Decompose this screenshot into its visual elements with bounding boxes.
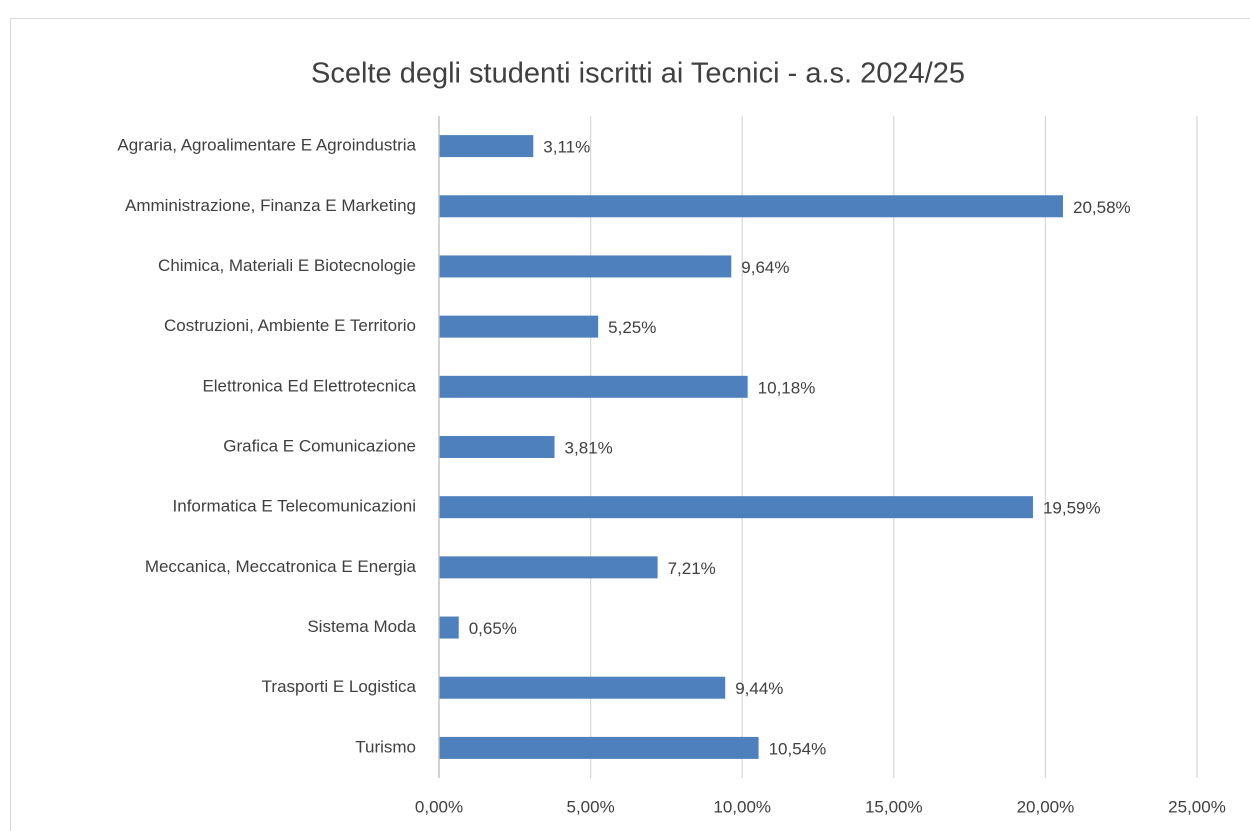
data-label: 10,18%	[758, 378, 816, 397]
bar	[439, 616, 459, 639]
bar	[439, 676, 726, 699]
y-tick-label: Sistema Moda	[307, 617, 416, 636]
data-label: 20,58%	[1073, 198, 1131, 217]
data-label: 0,65%	[469, 619, 517, 638]
chart-title: Scelte degli studenti iscritti ai Tecnic…	[311, 58, 965, 90]
y-tick-label: Elettronica Ed Elettrotecnica	[202, 376, 416, 395]
bar	[439, 315, 599, 338]
data-label: 19,59%	[1043, 499, 1101, 518]
data-label: 10,54%	[769, 739, 827, 758]
x-tick-label: 5,00%	[566, 797, 614, 816]
bar	[439, 255, 732, 278]
data-label: 9,44%	[735, 679, 783, 698]
bar	[439, 436, 555, 458]
y-tick-label: Amministrazione, Finanza E Marketing	[125, 196, 416, 215]
bar	[439, 556, 658, 579]
bar	[439, 496, 1033, 519]
x-tick-label: 10,00%	[713, 797, 771, 816]
y-tick-label: Meccanica, Meccatronica E Energia	[145, 557, 417, 576]
y-tick-label: Grafica E Comunicazione	[223, 436, 416, 455]
y-tick-label: Trasporti E Logistica	[262, 677, 417, 696]
x-tick-label: 25,00%	[1168, 797, 1226, 816]
data-label: 3,81%	[565, 438, 613, 457]
data-label: 9,64%	[741, 258, 789, 277]
data-label: 7,21%	[668, 559, 716, 578]
y-tick-label: Turismo	[355, 737, 416, 756]
x-tick-label: 20,00%	[1017, 797, 1075, 816]
bar	[439, 736, 759, 759]
x-tick-label: 0,00%	[415, 797, 463, 816]
y-tick-label: Costruzioni, Ambiente E Territorio	[164, 316, 416, 335]
bar	[439, 195, 1063, 218]
bar	[439, 135, 534, 158]
data-label: 5,25%	[608, 318, 656, 337]
data-label: 3,11%	[543, 138, 590, 157]
y-tick-label: Chimica, Materiali E Biotecnologie	[158, 256, 416, 275]
y-tick-label: Agraria, Agroalimentare E Agroindustria	[117, 136, 416, 155]
y-tick-label: Informatica E Telecomunicazioni	[173, 497, 416, 516]
bar	[439, 375, 748, 398]
x-tick-label: 15,00%	[865, 797, 923, 816]
